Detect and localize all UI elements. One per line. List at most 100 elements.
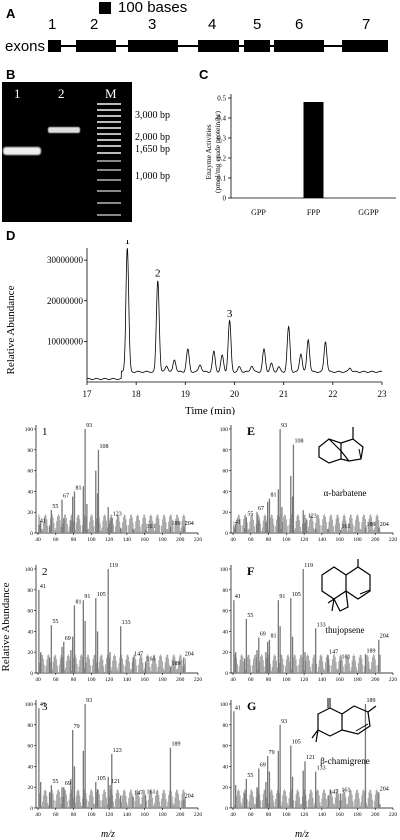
spectrum-ytick-label: 20 xyxy=(28,785,34,791)
enzyme-bar-fpp xyxy=(303,102,324,198)
panel-label-b: B xyxy=(6,67,16,82)
exon-1-block xyxy=(48,40,61,52)
ladder-band xyxy=(97,133,121,135)
spectrum-peak-label: 41 xyxy=(40,584,46,590)
spectrum-ytick-label: 0 xyxy=(30,671,33,677)
spectrum-ytick-label: 60 xyxy=(28,609,34,615)
chromatogram: Relative Abundance Time (min) 30000000 20… xyxy=(5,240,387,415)
spectrum-ytick-label: 0 xyxy=(30,531,33,537)
spectrum-peak-label: 55 xyxy=(247,773,253,779)
spectrum-ytick-label: 80 xyxy=(28,723,34,729)
ladder-band xyxy=(97,179,121,181)
spectrum-peak-label: 81 xyxy=(270,634,276,640)
spectrum-peak-label: 93 xyxy=(86,698,92,704)
spectrum-ytick-label: 100 xyxy=(25,427,34,433)
spectrum-xtick-label: 100 xyxy=(87,537,96,543)
spectrum-xtick-label: 220 xyxy=(194,677,203,683)
spectrum-peak-label: 161 xyxy=(147,790,156,796)
spectrum-peak-label: 81 xyxy=(75,485,81,491)
spectrum-ytick-label: 60 xyxy=(223,744,229,750)
exon-number-4: 4 xyxy=(208,16,217,33)
spectrum-peak-label: 161 xyxy=(342,655,351,661)
spectrum-ytick-label: 100 xyxy=(25,702,34,708)
spectrum-xtick-label: 220 xyxy=(194,812,203,818)
spectrum-peak-label: 147 xyxy=(134,651,143,657)
spectrum-peak-label: 79 xyxy=(74,724,80,730)
spectrum-xtick-label: 80 xyxy=(71,812,77,818)
spectrum-peak-label: 133 xyxy=(122,620,131,626)
spectrum-peak-label: 93 xyxy=(281,719,287,725)
spectrum-peak-label: 123 xyxy=(113,511,122,517)
marker-ladder xyxy=(97,103,121,216)
spectrum-ytick-label: 40 xyxy=(223,489,229,495)
spectrum-xtick-label: 40 xyxy=(230,677,236,683)
ladder-band xyxy=(97,160,121,162)
spectrum-xtick-label: 80 xyxy=(266,677,272,683)
spectrum-xtick-label: 140 xyxy=(318,677,327,683)
spectrum-xtick-label: 60 xyxy=(248,677,254,683)
spectrum-peak-label: 55 xyxy=(247,613,253,619)
spectrum-peak-label: 147 xyxy=(329,649,338,655)
spectrum-ytick-label: 20 xyxy=(223,785,229,791)
spectrum-peak-label: 204 xyxy=(380,522,389,528)
spectrum-peak-label: 133 xyxy=(317,622,326,628)
spectrum-ytick-label: 0 xyxy=(225,531,228,537)
spectrum-ytick-label: 80 xyxy=(28,448,34,454)
spectrum-xtick-label: 120 xyxy=(300,677,309,683)
spectrum-peak-label: 119 xyxy=(109,563,118,569)
exon-3-block xyxy=(128,40,178,52)
spectrum-xtick-label: 140 xyxy=(318,537,327,543)
spectrum-peak-label: 91 xyxy=(84,594,90,600)
enzyme-activity-chart: Enzyme Activities (pmol/mg crude protein… xyxy=(204,94,396,217)
spectrum-ytick-label: 20 xyxy=(28,510,34,516)
spectrum-ytick-label: 0 xyxy=(225,671,228,677)
spectrum-xtick-label: 60 xyxy=(53,537,59,543)
spectrum-peak-label: 204 xyxy=(185,794,194,800)
spectrum-ytick-label: 80 xyxy=(223,588,229,594)
spectrum-peak-label: 79 xyxy=(269,750,275,756)
ladder-band xyxy=(97,121,121,123)
exons-label: exons xyxy=(5,38,46,55)
spectrum-peak-label: 67 xyxy=(63,494,69,500)
spectrum-peak-label: 81 xyxy=(75,599,81,605)
spectra-xlabel-right: m/z xyxy=(295,829,309,840)
marker-1650: 1,650 bp xyxy=(135,144,170,155)
spectrum-tag-f: F xyxy=(247,564,254,578)
spectrum-ytick-label: 60 xyxy=(223,609,229,615)
chromatogram-trace xyxy=(86,248,383,380)
spectrum-xtick-label: 120 xyxy=(105,812,114,818)
spectrum-tag-3: 3 xyxy=(42,701,48,713)
spectrum-ytick-label: 100 xyxy=(25,567,34,573)
spectrum-peak-label: 69 xyxy=(260,762,266,768)
spectrum-peak-label: 133 xyxy=(317,766,326,772)
spectrum-xtick-label: 160 xyxy=(141,812,150,818)
spectrum-peak-label: 41 xyxy=(235,520,241,526)
spectrum-ytick-label: 100 xyxy=(220,567,229,573)
spectrum-ytick-label: 60 xyxy=(28,744,34,750)
spectrum-xtick-label: 60 xyxy=(248,537,254,543)
spectrum-xtick-label: 100 xyxy=(282,677,291,683)
spectrum-ytick-label: 40 xyxy=(28,629,34,635)
enzyme-ylabel-line2: (pmol/mg crude protein/hr) xyxy=(213,110,222,193)
spectrum-peak-label: 81 xyxy=(270,493,276,499)
spectrum-xtick-label: 200 xyxy=(176,537,185,543)
exon-7-block xyxy=(342,40,388,52)
spectrum-xtick-label: 140 xyxy=(318,812,327,818)
exon-number-6: 6 xyxy=(295,16,304,33)
spectrum-xtick-label: 60 xyxy=(53,677,59,683)
spectrum-xtick-label: 80 xyxy=(266,537,272,543)
spectrum-peak-label: 189 xyxy=(171,661,180,667)
chromatogram-ylabel: Relative Abundance xyxy=(5,285,17,374)
spectrum-xtick-label: 140 xyxy=(123,677,132,683)
spectrum-peak-label: 121 xyxy=(306,755,315,761)
spectrum-peak-label: 161 xyxy=(342,787,351,793)
spectrum-xtick-label: 100 xyxy=(87,812,96,818)
spectra-xlabel-left: m/z xyxy=(101,829,115,840)
spectrum-xtick-label: 220 xyxy=(389,677,398,683)
spectrum-compound-name: thujopsene xyxy=(326,625,365,635)
marker-3000: 3,000 bp xyxy=(135,110,170,121)
spectrum-peak-label: 147 xyxy=(134,791,143,797)
ladder-band xyxy=(97,169,121,171)
